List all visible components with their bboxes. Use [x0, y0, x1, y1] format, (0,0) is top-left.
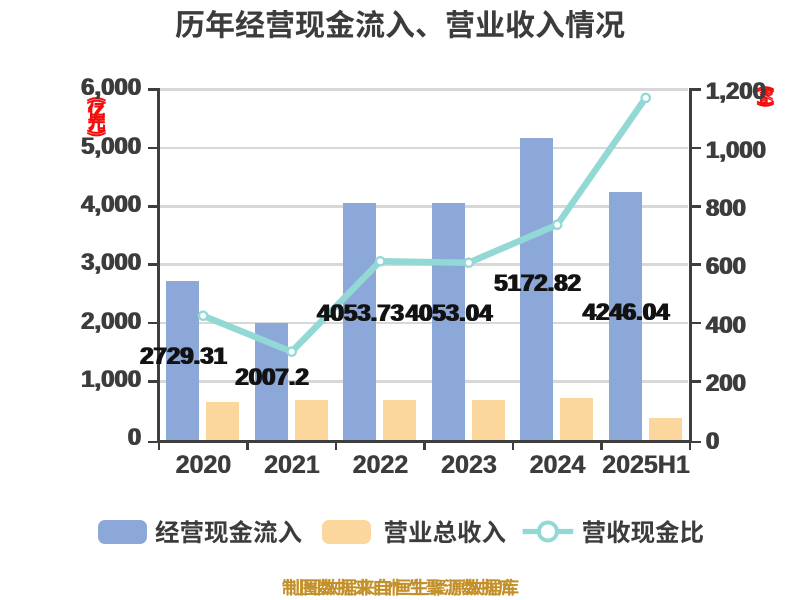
y-axis-left-label: 5,000	[80, 132, 141, 160]
value-label-2021: 2007.2	[234, 363, 308, 391]
x-axis-label-2022: 2022	[352, 451, 408, 480]
y-axis-right-tick	[691, 88, 701, 91]
ratio-marker-core	[465, 259, 472, 266]
y-axis-left-tick	[148, 440, 158, 444]
ratio-marker-core	[642, 94, 649, 101]
x-axis-label-2024: 2024	[529, 451, 586, 480]
y-axis-right-tick	[691, 263, 701, 267]
y-axis-right-tick	[691, 380, 701, 383]
x-axis-tick	[334, 443, 338, 451]
gridline	[160, 380, 689, 383]
bar-revenue-2021	[294, 399, 328, 441]
y-axis-left-tick	[148, 263, 158, 267]
gridline	[160, 321, 689, 325]
y-axis-left-label: 0	[127, 424, 141, 452]
x-axis	[157, 440, 692, 444]
bar-revenue-2020	[206, 401, 240, 441]
y-axis-right-label: 600	[705, 253, 746, 281]
ratio-marker-core	[288, 348, 295, 355]
x-axis-tick	[511, 443, 515, 451]
x-axis-tick	[688, 443, 692, 451]
y-axis-right-tick	[691, 321, 701, 325]
x-axis-tick	[157, 443, 161, 451]
y-axis-left-label: 6,000	[80, 74, 141, 102]
y-axis-right-tick	[691, 146, 701, 150]
x-axis-label-2021: 2021	[263, 451, 320, 480]
x-axis-label-2023: 2023	[440, 451, 497, 480]
y-axis-right-label: 0	[705, 428, 719, 456]
bar-revenue-2023	[471, 400, 505, 441]
bar-revenue-2022	[383, 399, 417, 441]
bar-cash-inflow-2020	[166, 280, 200, 441]
x-axis-tick	[600, 443, 603, 451]
bar-revenue-2024	[560, 398, 594, 441]
y-axis-right-label: 800	[705, 194, 746, 222]
y-axis-left-label: 3,000	[80, 249, 141, 277]
value-label-2024: 5172.82	[493, 270, 581, 298]
y-axis-left-label: 2,000	[80, 307, 141, 335]
x-axis-tick	[423, 443, 426, 451]
legend-label-cash-inflow	[155, 520, 302, 544]
y-axis-right-label: 400	[705, 311, 746, 339]
y-axis-right-label: 1,000	[705, 136, 766, 164]
gridline	[160, 146, 689, 150]
y-axis-right-label: 200	[705, 369, 746, 397]
x-axis-tick	[246, 443, 249, 451]
bar-cash-inflow-2022	[343, 203, 377, 441]
x-axis-label-2025H1: 2025H1	[601, 451, 690, 480]
right-axis-unit-text	[756, 88, 775, 107]
y-axis-left-tick	[148, 88, 158, 91]
ratio-marker-core	[554, 221, 561, 228]
y-axis-left-tick	[148, 205, 158, 208]
bar-cash-inflow-2024	[520, 137, 554, 441]
chart-title-text	[175, 9, 625, 39]
y-axis-left	[157, 88, 161, 444]
footnote-text-echo	[285, 578, 519, 596]
gridline	[160, 205, 689, 208]
x-axis-label-2020: 2020	[175, 451, 231, 480]
y-axis-left-tick	[148, 380, 158, 383]
bar-revenue-2025H1	[648, 417, 682, 441]
bar-cash-inflow-2025H1	[608, 192, 642, 441]
y-axis-left-tick	[148, 321, 158, 325]
legend-label-revenue	[384, 520, 506, 544]
gridline	[160, 88, 689, 91]
ratio-marker-core	[377, 258, 384, 265]
left-axis-unit-text	[86, 99, 106, 137]
y-axis-right-tick	[691, 205, 701, 208]
legend-swatch-cash-inflow	[98, 520, 147, 545]
ratio-line	[199, 94, 649, 355]
left-axis-unit-label	[86, 97, 106, 137]
y-axis-left-tick	[148, 146, 158, 150]
y-axis-left-label: 1,000	[80, 365, 141, 393]
value-label-2025H1: 4246.04	[581, 298, 669, 326]
y-axis-right-tick	[691, 440, 701, 444]
value-label-2020: 2729.31	[139, 342, 227, 370]
y-axis-left-label: 4,000	[80, 190, 141, 218]
legend-label-ratio	[582, 520, 704, 544]
right-axis-unit-label	[756, 86, 775, 107]
y-axis-right-label: 1,200	[705, 78, 766, 106]
y-axis-right	[688, 88, 692, 444]
ratio-marker-core	[200, 312, 207, 319]
chart-title	[175, 9, 625, 39]
bar-cash-inflow-2023	[431, 203, 465, 441]
legend-line-circle-core	[540, 524, 555, 539]
legend-swatch-revenue	[322, 520, 371, 545]
value-label-2023: 4053.04	[404, 300, 492, 328]
value-label-2022: 4053.73	[316, 300, 404, 328]
